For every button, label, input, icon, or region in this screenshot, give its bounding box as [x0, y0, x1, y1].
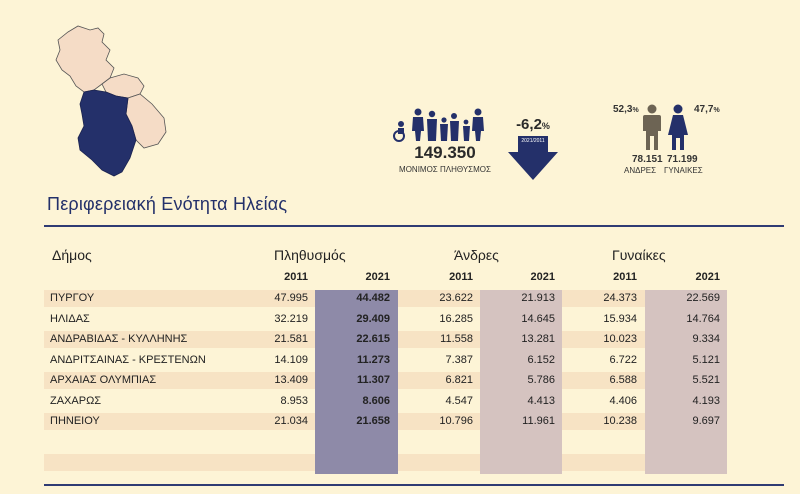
cell-women2011: 10.238	[603, 415, 637, 427]
cell-pop2021: 22.615	[356, 333, 390, 345]
year-header: 2011	[449, 271, 473, 283]
cell-women2021: 22.569	[686, 292, 720, 304]
cell-women2011: 15.934	[603, 312, 637, 325]
men-percent-value: 52,3	[613, 104, 633, 115]
cell-pop2011: 14.109	[274, 353, 308, 366]
women2021-column-band	[645, 290, 727, 474]
cell-men2011: 10.796	[439, 415, 473, 427]
cell-men2021: 11.961	[522, 415, 555, 427]
cell-women2021: 5.521	[692, 374, 720, 386]
year-header: 2011	[284, 271, 308, 283]
cell-pop2011: 21.581	[274, 333, 308, 345]
women-percent-unit: %	[713, 107, 720, 114]
cell-women2011: 10.023	[603, 333, 637, 345]
cell-men2021: 5.786	[527, 374, 555, 386]
women-label: ΓΥΝΑΙΚΕΣ	[664, 166, 703, 175]
header-population: Πληθυσμός	[274, 247, 346, 263]
cell-pop2021: 11.273	[356, 353, 390, 366]
municipality-name: ΠΗΝΕΙΟΥ	[50, 415, 100, 427]
title-rule	[44, 225, 784, 227]
woman-icon	[668, 104, 688, 150]
population-group-icon	[393, 108, 484, 142]
men-count: 78.151	[632, 154, 663, 165]
municipality-name: ΑΝΔΡΑΒΙΔΑΣ - ΚΥΛΛΗΝΗΣ	[50, 333, 188, 345]
cell-pop2011: 21.034	[274, 415, 308, 427]
cell-women2021: 9.697	[692, 415, 720, 427]
year-header: 2011	[613, 271, 637, 283]
header-men: Άνδρες	[454, 247, 499, 263]
population-change: -6,2%	[503, 116, 563, 133]
year-header: 2021	[365, 271, 390, 283]
population-change-value: -6,2	[516, 116, 542, 133]
population-caption: ΜΟΝΙΜΟΣ ΠΛΗΘΥΣΜΟΣ	[399, 165, 491, 174]
cell-women2021: 5.121	[692, 353, 720, 366]
year-header: 2021	[530, 271, 555, 283]
cell-pop2021: 21.658	[356, 415, 390, 427]
cell-women2011: 6.588	[609, 374, 637, 386]
municipality-name: ΠΥΡΓΟΥ	[50, 292, 95, 304]
cell-women2011: 6.722	[609, 353, 637, 366]
population-change-unit: %	[541, 121, 550, 131]
cell-men2011: 4.547	[445, 394, 473, 407]
pop2021-column-band	[315, 290, 398, 474]
bottom-rule	[44, 484, 784, 486]
cell-women2021: 9.334	[692, 333, 720, 345]
cell-pop2011: 13.409	[274, 374, 308, 386]
cell-men2021: 21.913	[521, 292, 555, 304]
page-title: Περιφερειακή Ενότητα Ηλείας	[47, 194, 288, 214]
municipality-name: ΗΛΙΔΑΣ	[50, 312, 90, 325]
cell-men2011: 16.285	[439, 312, 473, 325]
municipality-name: ΖΑΧΑΡΩΣ	[50, 394, 102, 407]
cell-men2021: 14.645	[521, 312, 555, 325]
header-municipality: Δήμος	[52, 247, 92, 263]
year-header: 2021	[695, 271, 720, 283]
women-percent: 47,7%	[694, 104, 720, 115]
cell-pop2021: 8.606	[362, 394, 390, 407]
population-total: 149.350	[414, 143, 476, 162]
women-count: 71.199	[667, 154, 698, 165]
cell-women2021: 14.764	[686, 312, 720, 325]
cell-men2021: 4.413	[527, 394, 555, 407]
cell-men2021: 6.152	[527, 353, 555, 366]
region-map-icon	[55, 25, 167, 177]
cell-pop2021: 11.307	[356, 374, 390, 386]
cell-men2011: 11.558	[440, 333, 473, 345]
municipality-name: ΑΝΔΡΙΤΣΑΙΝΑΣ - ΚΡΕΣΤΕΝΩΝ	[50, 353, 206, 366]
men-percent-unit: %	[632, 107, 639, 114]
men-label: ΑΝΔΡΕΣ	[624, 166, 657, 175]
cell-pop2021: 29.409	[356, 312, 390, 325]
cell-women2011: 24.373	[603, 292, 637, 304]
down-arrow-icon	[508, 136, 558, 180]
cell-men2011: 7.387	[445, 353, 473, 366]
man-icon	[643, 104, 661, 150]
men2021-column-band	[480, 290, 562, 474]
cell-women2011: 4.406	[609, 394, 637, 407]
cell-pop2011: 32.219	[274, 312, 308, 325]
cell-women2021: 4.193	[692, 394, 720, 407]
municipality-name: ΑΡΧΑΙΑΣ ΟΛΥΜΠΙΑΣ	[50, 374, 157, 386]
cell-pop2011: 8.953	[280, 394, 308, 407]
header-women: Γυναίκες	[612, 247, 666, 263]
men-percent: 52,3%	[613, 104, 639, 115]
women-percent-value: 47,7	[694, 104, 714, 115]
cell-men2011: 6.821	[445, 374, 473, 386]
cell-pop2021: 44.482	[356, 292, 390, 304]
cell-men2021: 13.281	[521, 333, 555, 345]
population-change-period: 2021/2011	[521, 138, 545, 144]
cell-men2011: 23.622	[439, 292, 473, 304]
cell-pop2011: 47.995	[274, 292, 308, 304]
